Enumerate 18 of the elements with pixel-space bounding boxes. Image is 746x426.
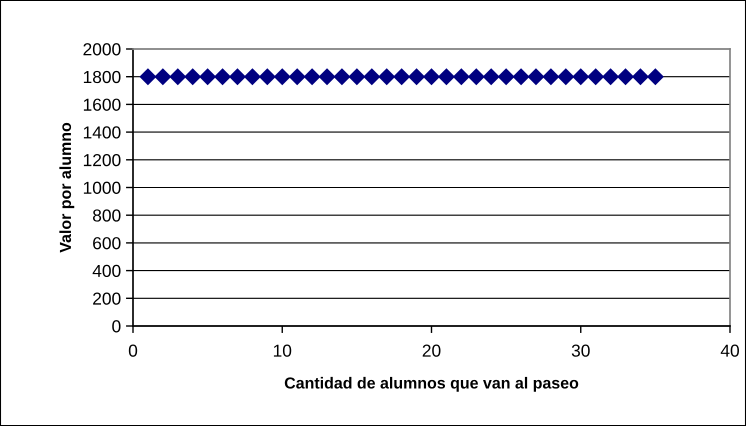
y-tick-label: 600	[93, 237, 121, 250]
y-tick-label: 800	[92, 209, 121, 222]
x-tick-label: 40	[720, 344, 739, 357]
x-axis-title: Cantidad de alumnos que van al paseo	[284, 376, 578, 392]
y-tick-label: 2000	[83, 43, 121, 56]
y-tick-label: 1000	[84, 182, 121, 194]
x-tick-label: 30	[572, 344, 590, 357]
y-tick-label: 200	[93, 292, 121, 305]
x-tick-label: 10	[274, 344, 292, 357]
y-tick-label: 400	[92, 264, 121, 278]
y-tick-label: 0	[112, 320, 121, 332]
x-tick-label: 20	[422, 344, 440, 357]
x-tick-label: 0	[128, 344, 138, 357]
y-tick-label: 1800	[84, 70, 121, 84]
y-tick-label: 1200	[84, 154, 121, 166]
y-tick-label: 1600	[84, 98, 121, 111]
y-axis-title: Valor por alumno	[59, 122, 74, 253]
y-tick-label: 1400	[84, 126, 121, 139]
